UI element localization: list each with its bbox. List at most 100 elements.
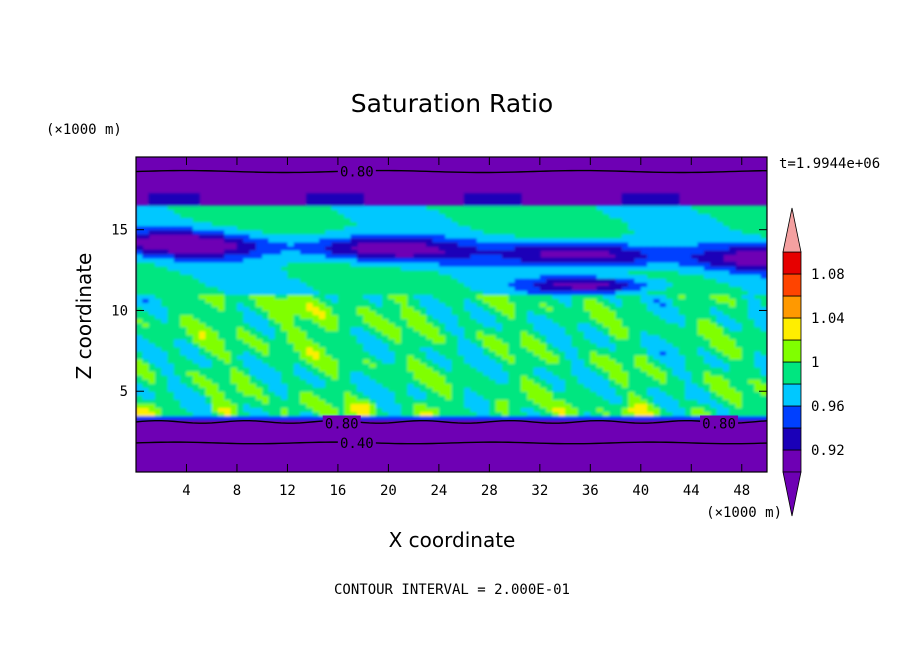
field-cell bbox=[558, 338, 566, 344]
field-cell bbox=[621, 253, 629, 259]
field-cell bbox=[249, 298, 257, 303]
field-cell bbox=[375, 387, 383, 392]
field-cell bbox=[438, 322, 446, 328]
field-cell bbox=[432, 310, 440, 316]
field-cell bbox=[558, 346, 566, 352]
field-cell bbox=[199, 354, 207, 360]
field-cell bbox=[533, 346, 541, 352]
field-cell bbox=[697, 387, 705, 392]
field-cell bbox=[470, 270, 478, 275]
field-cell bbox=[520, 350, 528, 356]
field-cell bbox=[167, 197, 175, 203]
field-cell bbox=[161, 371, 169, 376]
field-cell bbox=[300, 415, 307, 421]
field-cell bbox=[262, 334, 270, 340]
field-cell bbox=[571, 294, 579, 299]
field-cell bbox=[432, 266, 440, 271]
field-cell bbox=[520, 294, 528, 299]
field-cell bbox=[407, 371, 415, 376]
field-cell bbox=[249, 270, 257, 275]
field-cell bbox=[464, 407, 472, 413]
field-cell bbox=[344, 282, 352, 287]
field-cell bbox=[148, 326, 156, 332]
field-cell bbox=[136, 274, 143, 279]
field-cell bbox=[192, 221, 200, 227]
field-cell bbox=[199, 326, 207, 332]
field-cell bbox=[148, 407, 156, 413]
field-cell bbox=[161, 350, 169, 356]
field-cell bbox=[678, 310, 686, 316]
field-cell bbox=[274, 350, 282, 356]
field-cell bbox=[337, 209, 345, 215]
field-cell bbox=[356, 362, 364, 368]
field-cell bbox=[249, 262, 257, 267]
field-cell bbox=[161, 322, 169, 328]
field-cell bbox=[142, 415, 150, 421]
field-cell bbox=[375, 282, 383, 287]
field-cell bbox=[577, 217, 585, 223]
field-cell bbox=[666, 245, 673, 251]
field-cell bbox=[268, 302, 276, 308]
field-cell bbox=[445, 225, 453, 231]
field-cell bbox=[218, 415, 225, 421]
field-cell bbox=[609, 306, 617, 312]
field-cell bbox=[584, 302, 591, 308]
field-cell bbox=[527, 290, 535, 295]
field-cell bbox=[691, 221, 699, 227]
field-cell bbox=[318, 290, 326, 295]
field-cell bbox=[388, 338, 396, 344]
field-cell bbox=[154, 387, 162, 392]
field-cell bbox=[703, 262, 711, 267]
field-cell bbox=[438, 350, 446, 356]
field-cell bbox=[161, 209, 169, 215]
field-cell bbox=[483, 213, 490, 219]
field-cell bbox=[520, 302, 528, 308]
field-cell bbox=[470, 342, 478, 348]
field-cell bbox=[205, 338, 213, 344]
field-cell bbox=[722, 209, 730, 215]
field-cell bbox=[476, 322, 484, 328]
field-cell bbox=[148, 221, 156, 227]
field-cell bbox=[533, 310, 541, 316]
field-cell bbox=[672, 330, 680, 336]
field-cell bbox=[501, 298, 509, 303]
field-cell bbox=[464, 391, 472, 396]
field-cell bbox=[369, 362, 377, 368]
field-cell bbox=[331, 233, 339, 239]
field-cell bbox=[634, 249, 642, 255]
field-cell bbox=[514, 346, 522, 352]
field-cell bbox=[312, 233, 320, 239]
field-cell bbox=[388, 298, 396, 303]
field-cell bbox=[255, 294, 263, 299]
field-cell bbox=[136, 205, 143, 211]
field-cell bbox=[312, 367, 320, 372]
field-cell bbox=[401, 209, 408, 215]
field-cell bbox=[520, 282, 528, 287]
field-cell bbox=[148, 314, 156, 320]
field-cell bbox=[495, 274, 503, 279]
field-cell bbox=[565, 294, 572, 299]
field-cell bbox=[602, 358, 610, 364]
field-cell bbox=[628, 229, 636, 235]
field-cell bbox=[218, 350, 225, 356]
field-cell bbox=[609, 338, 617, 344]
field-cell bbox=[426, 262, 434, 267]
field-cell bbox=[483, 342, 490, 348]
field-cell bbox=[161, 213, 169, 219]
field-cell bbox=[684, 358, 692, 364]
field-cell bbox=[293, 322, 301, 328]
field-cell bbox=[666, 193, 673, 198]
field-cell bbox=[312, 278, 320, 283]
field-cell bbox=[716, 290, 724, 295]
field-cell bbox=[659, 197, 667, 203]
field-cell bbox=[558, 322, 566, 328]
field-cell bbox=[161, 342, 169, 348]
field-cell bbox=[401, 217, 408, 223]
field-cell bbox=[508, 403, 516, 408]
field-cell bbox=[419, 257, 427, 263]
field-cell bbox=[539, 306, 547, 312]
field-cell bbox=[224, 415, 232, 421]
field-cell bbox=[274, 411, 282, 417]
field-cell bbox=[401, 322, 408, 328]
field-cell bbox=[716, 346, 724, 352]
